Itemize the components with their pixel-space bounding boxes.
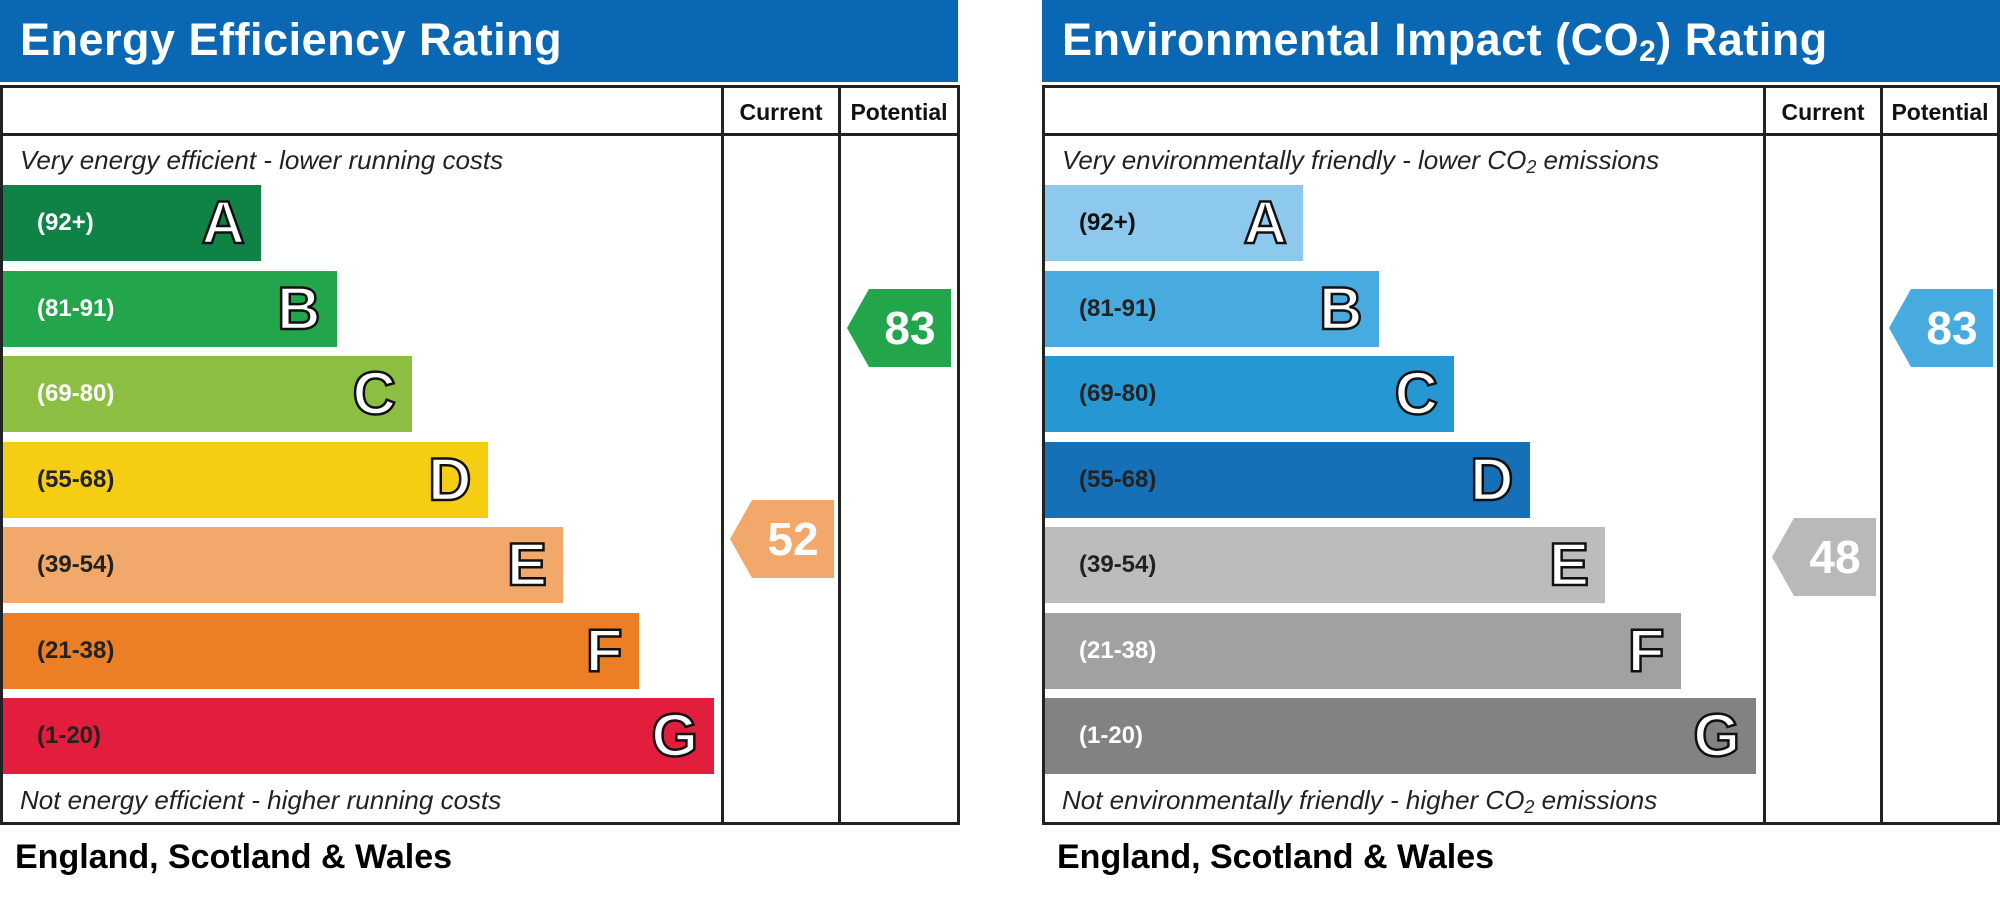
band-e: (39-54) E bbox=[3, 527, 563, 603]
band-letter: G bbox=[1692, 701, 1741, 771]
bottom-note: Not environmentally friendly - higher CO… bbox=[1062, 785, 1657, 818]
potential-arrow-shape bbox=[1889, 289, 1993, 368]
potential-column-header: Potential bbox=[850, 99, 948, 125]
band-letter: B bbox=[276, 273, 322, 343]
band-range-label: (21-38) bbox=[1079, 636, 1157, 664]
band-d: (55-68) D bbox=[3, 441, 488, 518]
current-arrow-polygon bbox=[1772, 518, 1876, 597]
band-range-label: (81-91) bbox=[1079, 294, 1157, 322]
top-note-subscript: 2 bbox=[1526, 157, 1537, 177]
current-rating-value: 48 bbox=[1809, 531, 1861, 584]
potential-arrow-polygon bbox=[1889, 289, 1993, 368]
bottom-note: Not energy efficient - higher running co… bbox=[20, 785, 502, 815]
energy-efficiency-chart: Energy Efficiency Rating Current Potenti… bbox=[0, 0, 960, 899]
band-range-label: (39-54) bbox=[37, 551, 115, 578]
chart-title-main: Environmental Impact (CO bbox=[1062, 14, 1640, 65]
footer-region: England, Scotland & Wales bbox=[15, 838, 453, 876]
band-range-label: (92+) bbox=[37, 209, 94, 236]
top-note: Very energy efficient - lower running co… bbox=[20, 145, 504, 175]
band-letter: E bbox=[506, 530, 549, 600]
band-range-label: (69-80) bbox=[37, 380, 115, 407]
top-note-main: Very environmentally friendly - lower CO bbox=[1062, 145, 1527, 175]
band-range-label: (39-54) bbox=[1079, 551, 1157, 578]
chart-title: Energy Efficiency Rating bbox=[0, 0, 958, 82]
band-letter: C bbox=[351, 359, 397, 429]
band-letter: F bbox=[585, 615, 624, 685]
top-note-end: emissions bbox=[1536, 145, 1660, 175]
band-b: (81-91) B bbox=[1045, 270, 1379, 347]
band-range-label: (1-20) bbox=[1079, 722, 1144, 749]
band-range-label: (55-68) bbox=[1079, 465, 1157, 493]
footer-region: England, Scotland & Wales bbox=[1057, 838, 1495, 876]
band-f: (21-38) F bbox=[3, 612, 639, 689]
band-range-label: (55-68) bbox=[37, 465, 115, 493]
current-arrow-shape bbox=[730, 499, 834, 578]
current-column-divider bbox=[1763, 85, 1766, 825]
chart-title-end: ) Rating bbox=[1656, 14, 1828, 65]
potential-arrow-shape bbox=[847, 289, 951, 368]
potential-rating-arrow: 83 bbox=[1889, 289, 1993, 368]
header-divider bbox=[0, 133, 960, 136]
band-b: (81-91) B bbox=[3, 270, 337, 347]
environmental-impact-chart: Environmental Impact (CO2) Rating Curren… bbox=[1042, 0, 2000, 899]
band-letter: D bbox=[1469, 444, 1515, 514]
bottom-note-end: emissions bbox=[1534, 785, 1658, 815]
band-e: (39-54) E bbox=[1045, 527, 1605, 603]
band-a: (92+) A bbox=[1045, 185, 1303, 261]
potential-column-header: Potential bbox=[1891, 99, 1989, 125]
current-column-divider bbox=[721, 85, 724, 825]
potential-rating-value: 83 bbox=[1926, 302, 1978, 355]
band-letter: C bbox=[1393, 359, 1439, 429]
band-range-label: (69-80) bbox=[1079, 380, 1157, 407]
band-range-label: (21-38) bbox=[37, 636, 115, 664]
band-c: (69-80) C bbox=[3, 356, 412, 432]
potential-rating-value: 83 bbox=[884, 302, 936, 355]
band-g: (1-20) G bbox=[3, 698, 714, 774]
current-rating-arrow: 52 bbox=[730, 499, 834, 578]
band-g: (1-20) G bbox=[1045, 698, 1756, 774]
band-range-label: (92+) bbox=[1079, 209, 1136, 236]
current-rating-value: 52 bbox=[767, 512, 819, 565]
potential-column-divider bbox=[838, 85, 841, 825]
band-letter: B bbox=[1318, 273, 1364, 343]
chart-frame bbox=[1042, 85, 2000, 825]
band-letter: G bbox=[650, 701, 699, 771]
potential-arrow-polygon bbox=[847, 289, 951, 368]
header-divider bbox=[1042, 133, 2000, 136]
potential-column-divider bbox=[1880, 85, 1883, 825]
top-note: Very environmentally friendly - lower CO… bbox=[1062, 145, 1659, 178]
current-column-header: Current bbox=[739, 99, 823, 125]
current-arrow-polygon bbox=[730, 499, 834, 578]
band-letter: A bbox=[1242, 188, 1288, 258]
current-column-header: Current bbox=[1781, 99, 1865, 125]
band-range-label: (81-91) bbox=[37, 294, 115, 322]
band-c: (69-80) C bbox=[1045, 356, 1454, 432]
potential-rating-arrow: 83 bbox=[847, 289, 951, 368]
band-d: (55-68) D bbox=[1045, 441, 1530, 518]
current-arrow-shape bbox=[1772, 518, 1876, 597]
band-a: (92+) A bbox=[3, 185, 261, 261]
bottom-note-subscript: 2 bbox=[1524, 797, 1535, 817]
chart-title-subscript: 2 bbox=[1639, 35, 1657, 68]
bottom-note-main: Not environmentally friendly - higher CO bbox=[1062, 785, 1525, 815]
band-letter: F bbox=[1627, 615, 1666, 685]
band-letter: D bbox=[427, 444, 473, 514]
band-letter: E bbox=[1548, 530, 1591, 600]
band-letter: A bbox=[200, 188, 246, 258]
current-rating-arrow: 48 bbox=[1772, 518, 1876, 597]
chart-title: Environmental Impact (CO2) Rating bbox=[1042, 0, 2000, 82]
band-range-label: (1-20) bbox=[37, 722, 102, 749]
chart-frame bbox=[0, 85, 960, 825]
band-f: (21-38) F bbox=[1045, 612, 1681, 689]
